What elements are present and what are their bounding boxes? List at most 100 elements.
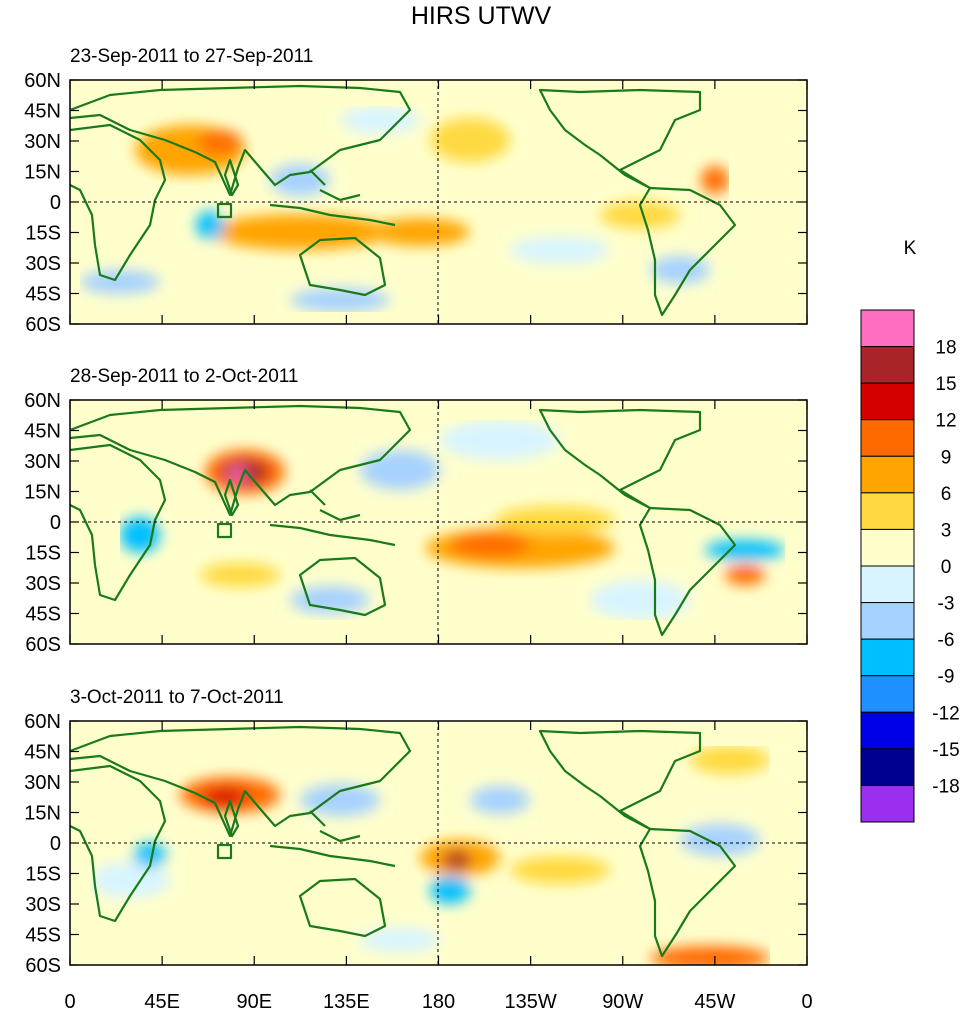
lon-label: 0: [64, 991, 75, 1013]
lat-label: 0: [50, 192, 61, 214]
eurasia-outline: [70, 404, 412, 517]
lat-label: 30N: [24, 451, 61, 473]
lat-label: 0: [50, 833, 61, 855]
colorbar-box: [860, 638, 915, 677]
lat-label: 30S: [25, 253, 61, 275]
colorbar-box: [860, 602, 915, 640]
lat-label: 15S: [25, 223, 61, 245]
australia-outline: [298, 236, 387, 297]
panel-1-period: 23-Sep-2011 to 27-Sep-2011: [70, 46, 313, 67]
eurasia-outline: [70, 84, 412, 197]
colorbar-label: -9: [938, 667, 955, 688]
lat-label: 15N: [24, 482, 61, 504]
lon-label: 45W: [694, 991, 735, 1013]
lat-label: 45N: [24, 742, 61, 764]
north-america-outline: [538, 408, 702, 510]
india-outline: [223, 478, 240, 517]
island-marker: [216, 522, 233, 539]
map-panel-2: 28-Sep-2011 to 2-Oct-2011: [24, 366, 808, 656]
eurasia-outline: [70, 725, 412, 838]
lon-label: 90W: [602, 991, 643, 1013]
colorbar-box: [860, 492, 915, 530]
colorbar-label: 15: [935, 374, 956, 395]
africa-outline: [70, 443, 167, 602]
panel-2-lat-axis: 60N 45N 30N 15N 0 15S 30S 45S 60S: [24, 390, 807, 656]
lat-label: 0: [50, 512, 61, 534]
colorbar-label: 0: [941, 557, 952, 578]
maritime-continent-outline: [269, 810, 396, 868]
colorbar-label: 12: [935, 411, 956, 432]
lon-label: 180: [422, 991, 455, 1013]
lat-label: 30N: [24, 772, 61, 794]
lat-label: 60S: [25, 955, 61, 977]
longitude-axis: 0 45E 90E 135E 180 135W 90W 45W 0: [64, 80, 813, 1013]
colorbar-box: [860, 675, 915, 713]
colorbar-box: [860, 748, 915, 786]
lat-label: 15S: [25, 864, 61, 886]
australia-outline: [298, 556, 387, 617]
colorbar-label: 3: [941, 520, 952, 541]
lat-label: 60N: [24, 711, 61, 733]
lat-label: 45S: [25, 925, 61, 947]
colorbar-box: [860, 419, 915, 457]
panel-3-coastlines: [70, 725, 737, 958]
india-outline: [223, 799, 240, 838]
lat-label: 45S: [25, 604, 61, 626]
lat-label: 30S: [25, 894, 61, 916]
lat-label: 60S: [25, 314, 61, 336]
maritime-continent-outline: [269, 169, 396, 227]
colorbar-label: -18: [932, 776, 959, 797]
lat-label: 60N: [24, 390, 61, 412]
lon-label: 135E: [323, 991, 370, 1013]
panel-3-lat-axis: 60N 45N 30N 15N 0 15S 30S 45S 60S: [24, 711, 807, 977]
lat-label: 30S: [25, 573, 61, 595]
lat-label: 60N: [24, 70, 61, 92]
lat-label: 45N: [24, 421, 61, 443]
africa-outline: [70, 123, 167, 282]
panel-2-coastlines: [70, 404, 737, 637]
colorbar-label: -6: [938, 630, 955, 651]
colorbar-label: -12: [932, 703, 959, 724]
panel-3-period: 3-Oct-2011 to 7-Oct-2011: [70, 687, 284, 708]
lon-label: 45E: [144, 991, 180, 1013]
lat-label: 30N: [24, 131, 61, 153]
colorbar-box: [860, 565, 915, 604]
colorbar-label: -3: [938, 594, 955, 615]
lon-label: 90E: [236, 991, 272, 1013]
north-america-outline: [538, 729, 702, 831]
panel-1-anomaly-field: [80, 106, 729, 312]
colorbar-box: [860, 784, 915, 823]
lat-label: 15N: [24, 162, 61, 184]
panel-2-anomaly-field: [120, 420, 785, 620]
lat-label: 45N: [24, 101, 61, 123]
colorbar-box: [860, 346, 915, 384]
colorbar-unit: K: [904, 238, 917, 259]
figure-title: HIRS UTWV: [411, 2, 552, 30]
panel-1-coastlines: [70, 84, 737, 317]
colorbar-box: [860, 309, 915, 348]
colorbar-box: [860, 528, 915, 567]
south-america-outline: [638, 186, 737, 317]
panel-2-period: 28-Sep-2011 to 2-Oct-2011: [70, 366, 299, 387]
map-panel-3: 3-Oct-2011 to 7-Oct-2011: [24, 687, 808, 977]
lat-label: 15S: [25, 543, 61, 565]
island-marker: [216, 843, 233, 860]
india-outline: [223, 158, 240, 197]
australia-outline: [298, 877, 387, 938]
colorbar-label: 6: [941, 484, 952, 505]
africa-outline: [70, 764, 167, 923]
colorbar-box: [860, 711, 915, 750]
island-marker: [216, 202, 233, 219]
maritime-continent-outline: [269, 489, 396, 547]
north-america-outline: [538, 88, 702, 190]
south-america-outline: [638, 506, 737, 637]
colorbar-box: [860, 382, 915, 421]
panel-1-lat-axis: 60N 45N 30N 15N 0 15S 30S 45S 60S: [24, 70, 807, 336]
lat-label: 15N: [24, 803, 61, 825]
colorbar-label: 18: [935, 338, 956, 359]
lon-label: 135W: [505, 991, 557, 1013]
colorbar: K 18 15 12 9 6 3 0 -3 -6 -9 -12 -15 -18: [860, 238, 960, 823]
lat-label: 60S: [25, 634, 61, 656]
lon-label: 0: [801, 991, 812, 1013]
